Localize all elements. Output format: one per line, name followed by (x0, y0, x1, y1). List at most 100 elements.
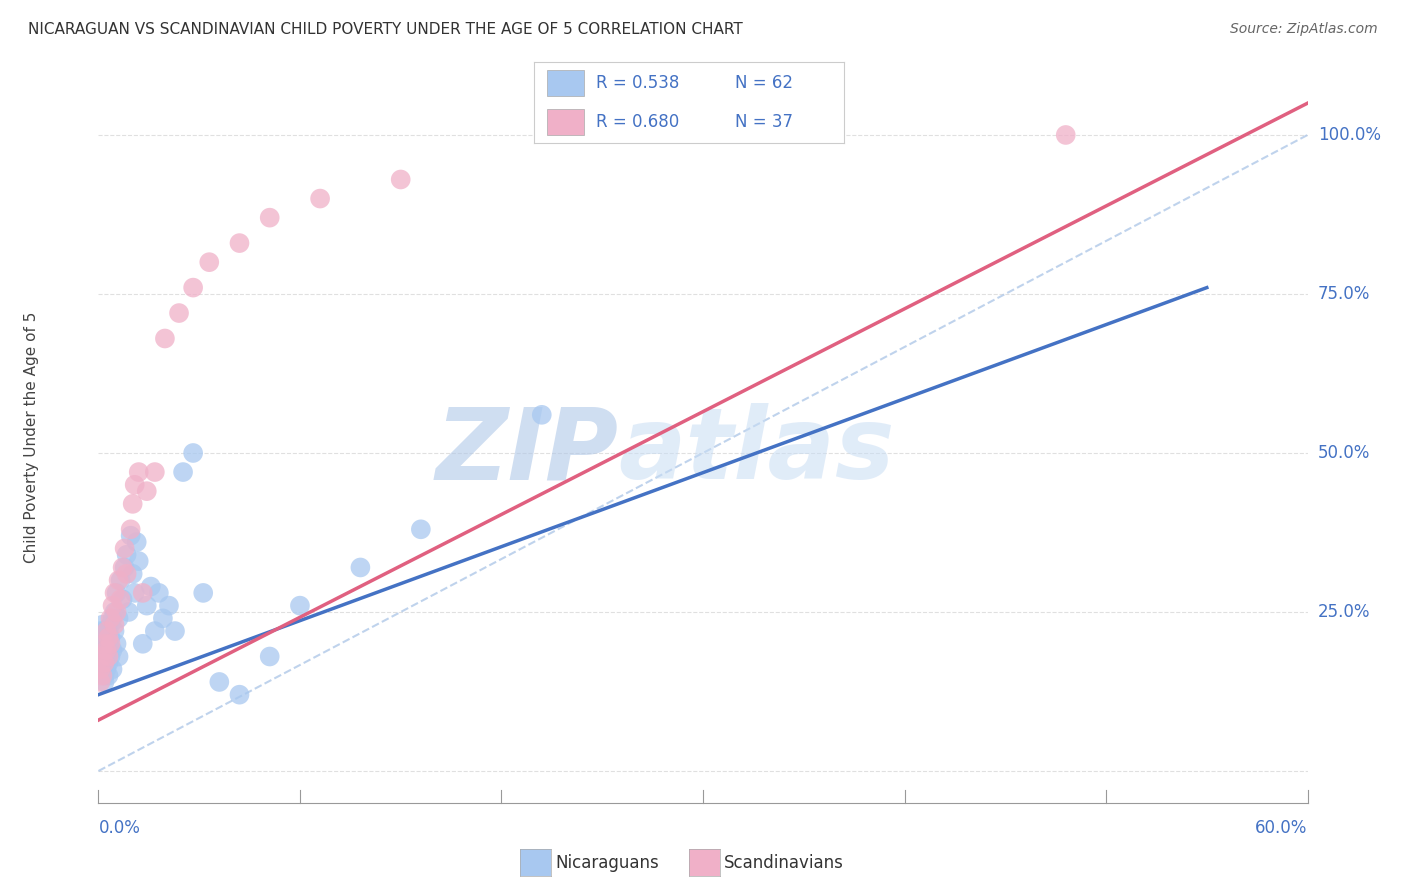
Point (100, 649, 122, 664)
Point (93, 637, 115, 651)
Point (103, 617, 125, 632)
Point (91, 617, 114, 632)
Point (288, 599, 311, 613)
Point (259, 649, 281, 664)
Text: 25.0%: 25.0% (1317, 603, 1371, 621)
Point (228, 236, 250, 251)
Point (167, 306, 190, 320)
Point (115, 566, 138, 581)
Text: N = 37: N = 37 (735, 113, 793, 131)
Point (101, 599, 124, 613)
Text: 50.0%: 50.0% (1317, 444, 1369, 462)
Point (93, 675, 115, 690)
Text: NICARAGUAN VS SCANDINAVIAN CHILD POVERTY UNDER THE AGE OF 5 CORRELATION CHART: NICARAGUAN VS SCANDINAVIAN CHILD POVERTY… (28, 22, 742, 37)
Point (93, 656, 115, 670)
Point (91, 662, 114, 676)
Point (115, 548, 138, 562)
Point (93, 637, 115, 651)
Point (198, 255, 221, 269)
Point (143, 624, 166, 638)
Point (530, 408, 553, 422)
Point (124, 586, 146, 600)
Point (103, 586, 125, 600)
Point (97, 624, 120, 638)
Point (153, 331, 176, 345)
Point (91, 668, 114, 682)
Text: 100.0%: 100.0% (1317, 126, 1381, 144)
Point (97, 649, 120, 664)
Point (103, 605, 125, 619)
Point (1054, 128, 1077, 142)
Point (135, 599, 157, 613)
Point (96, 643, 118, 657)
Point (96, 643, 118, 657)
Point (172, 465, 194, 479)
Point (259, 211, 281, 225)
Point (309, 192, 332, 206)
Point (105, 605, 128, 619)
Point (97, 668, 120, 682)
Point (105, 637, 128, 651)
Bar (547, 109, 583, 135)
Text: Scandinavians: Scandinavians (724, 854, 844, 871)
Point (152, 611, 174, 625)
Text: R = 0.680: R = 0.680 (596, 113, 679, 131)
Point (101, 643, 124, 657)
Point (135, 484, 157, 499)
Point (125, 535, 148, 549)
Text: 0.0%: 0.0% (98, 819, 141, 837)
Point (93, 656, 115, 670)
Point (103, 624, 125, 638)
Point (132, 586, 155, 600)
Point (110, 592, 132, 607)
Point (89, 662, 111, 676)
Point (101, 611, 124, 625)
Text: Source: ZipAtlas.com: Source: ZipAtlas.com (1230, 22, 1378, 37)
Point (91, 631, 114, 645)
Point (107, 611, 129, 625)
Point (128, 554, 150, 568)
Text: N = 62: N = 62 (735, 74, 793, 92)
Point (132, 637, 155, 651)
Point (107, 649, 129, 664)
Point (100, 637, 122, 651)
Point (105, 586, 128, 600)
Point (409, 522, 432, 536)
Text: Nicaraguans: Nicaraguans (555, 854, 659, 871)
Point (100, 631, 122, 645)
Point (193, 586, 215, 600)
Point (89, 637, 111, 651)
Point (93, 624, 115, 638)
Point (349, 560, 371, 574)
Point (118, 605, 141, 619)
Point (97, 631, 120, 645)
Text: R = 0.538: R = 0.538 (596, 74, 679, 92)
Point (208, 675, 231, 690)
Text: atlas: atlas (619, 403, 894, 500)
Point (97, 637, 120, 651)
Point (121, 497, 143, 511)
Point (157, 599, 180, 613)
Point (121, 566, 143, 581)
Point (107, 573, 129, 587)
Point (100, 617, 122, 632)
Point (96, 624, 118, 638)
Point (128, 465, 150, 479)
Point (91, 649, 114, 664)
Text: 60.0%: 60.0% (1256, 819, 1308, 837)
Point (120, 529, 142, 543)
Point (89, 675, 111, 690)
Text: 75.0%: 75.0% (1317, 285, 1369, 303)
Text: ZIP: ZIP (436, 403, 619, 500)
Point (111, 592, 134, 607)
Point (96, 649, 118, 664)
Point (114, 560, 136, 574)
Bar (547, 70, 583, 96)
Point (114, 541, 136, 556)
Point (228, 688, 250, 702)
Point (143, 465, 166, 479)
Point (89, 624, 111, 638)
Point (91, 649, 114, 664)
Point (181, 280, 204, 294)
Point (389, 172, 412, 186)
